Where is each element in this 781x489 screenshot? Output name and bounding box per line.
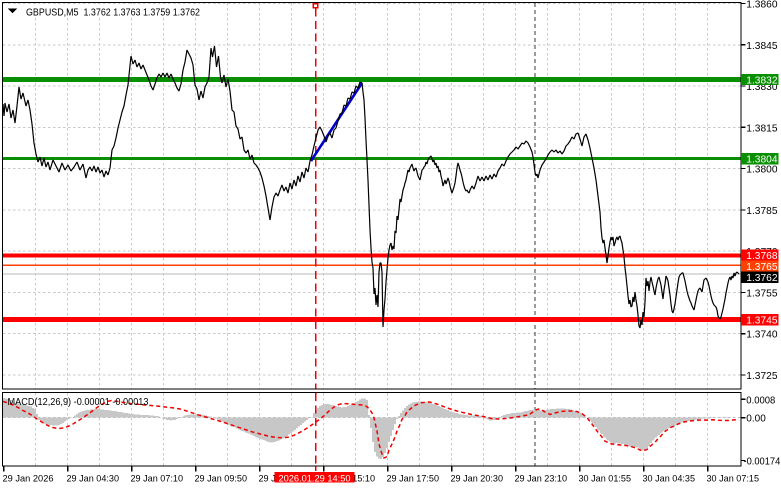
svg-text:1.3762: 1.3762 <box>746 272 777 284</box>
svg-text:2026.01.29 14:50: 2026.01.29 14:50 <box>279 473 351 484</box>
svg-text:1.3815: 1.3815 <box>746 122 777 134</box>
svg-text:30 Jan 04:35: 30 Jan 04:35 <box>643 473 696 484</box>
svg-text:29 Jan 23:10: 29 Jan 23:10 <box>515 473 568 484</box>
svg-text:1.3740: 1.3740 <box>746 329 777 341</box>
svg-text:1.3745: 1.3745 <box>746 315 777 327</box>
svg-text:1.3768: 1.3768 <box>746 250 777 262</box>
svg-text:30 Jan 01:55: 30 Jan 01:55 <box>579 473 632 484</box>
svg-text:1.3804: 1.3804 <box>746 154 777 166</box>
svg-text:29 Jan 17:50: 29 Jan 17:50 <box>387 473 440 484</box>
svg-text:30 Jan 07:15: 30 Jan 07:15 <box>707 473 760 484</box>
svg-text:29 Jan 04:30: 29 Jan 04:30 <box>67 473 120 484</box>
svg-text:0.00: 0.00 <box>746 413 766 425</box>
svg-text:29 Jan 2026: 29 Jan 2026 <box>3 473 54 484</box>
svg-text:29 Jan 07:10: 29 Jan 07:10 <box>131 473 184 484</box>
svg-text:MACD(12,26,9) -0.00001 -0.0001: MACD(12,26,9) -0.00001 -0.00013 <box>8 397 149 408</box>
svg-text:-0.00174: -0.00174 <box>744 456 781 468</box>
svg-text:GBPUSD,M5 1.3762 1.3763 1.375: GBPUSD,M5 1.3762 1.3763 1.3759 1.3762 <box>26 7 200 18</box>
svg-text:29 Jan 20:30: 29 Jan 20:30 <box>451 473 504 484</box>
svg-text:1.3800: 1.3800 <box>746 164 777 176</box>
svg-text:1.3765: 1.3765 <box>746 261 777 273</box>
svg-text:0.0008: 0.0008 <box>746 394 775 406</box>
svg-text:1.3785: 1.3785 <box>746 205 777 217</box>
svg-text:1.3845: 1.3845 <box>746 40 777 52</box>
svg-text:29 Jan 09:50: 29 Jan 09:50 <box>195 473 248 484</box>
svg-text:1.3725: 1.3725 <box>746 370 777 382</box>
svg-text:1.3860: 1.3860 <box>746 0 777 11</box>
svg-text:1.3832: 1.3832 <box>746 75 777 87</box>
svg-text:1.3755: 1.3755 <box>746 288 777 300</box>
